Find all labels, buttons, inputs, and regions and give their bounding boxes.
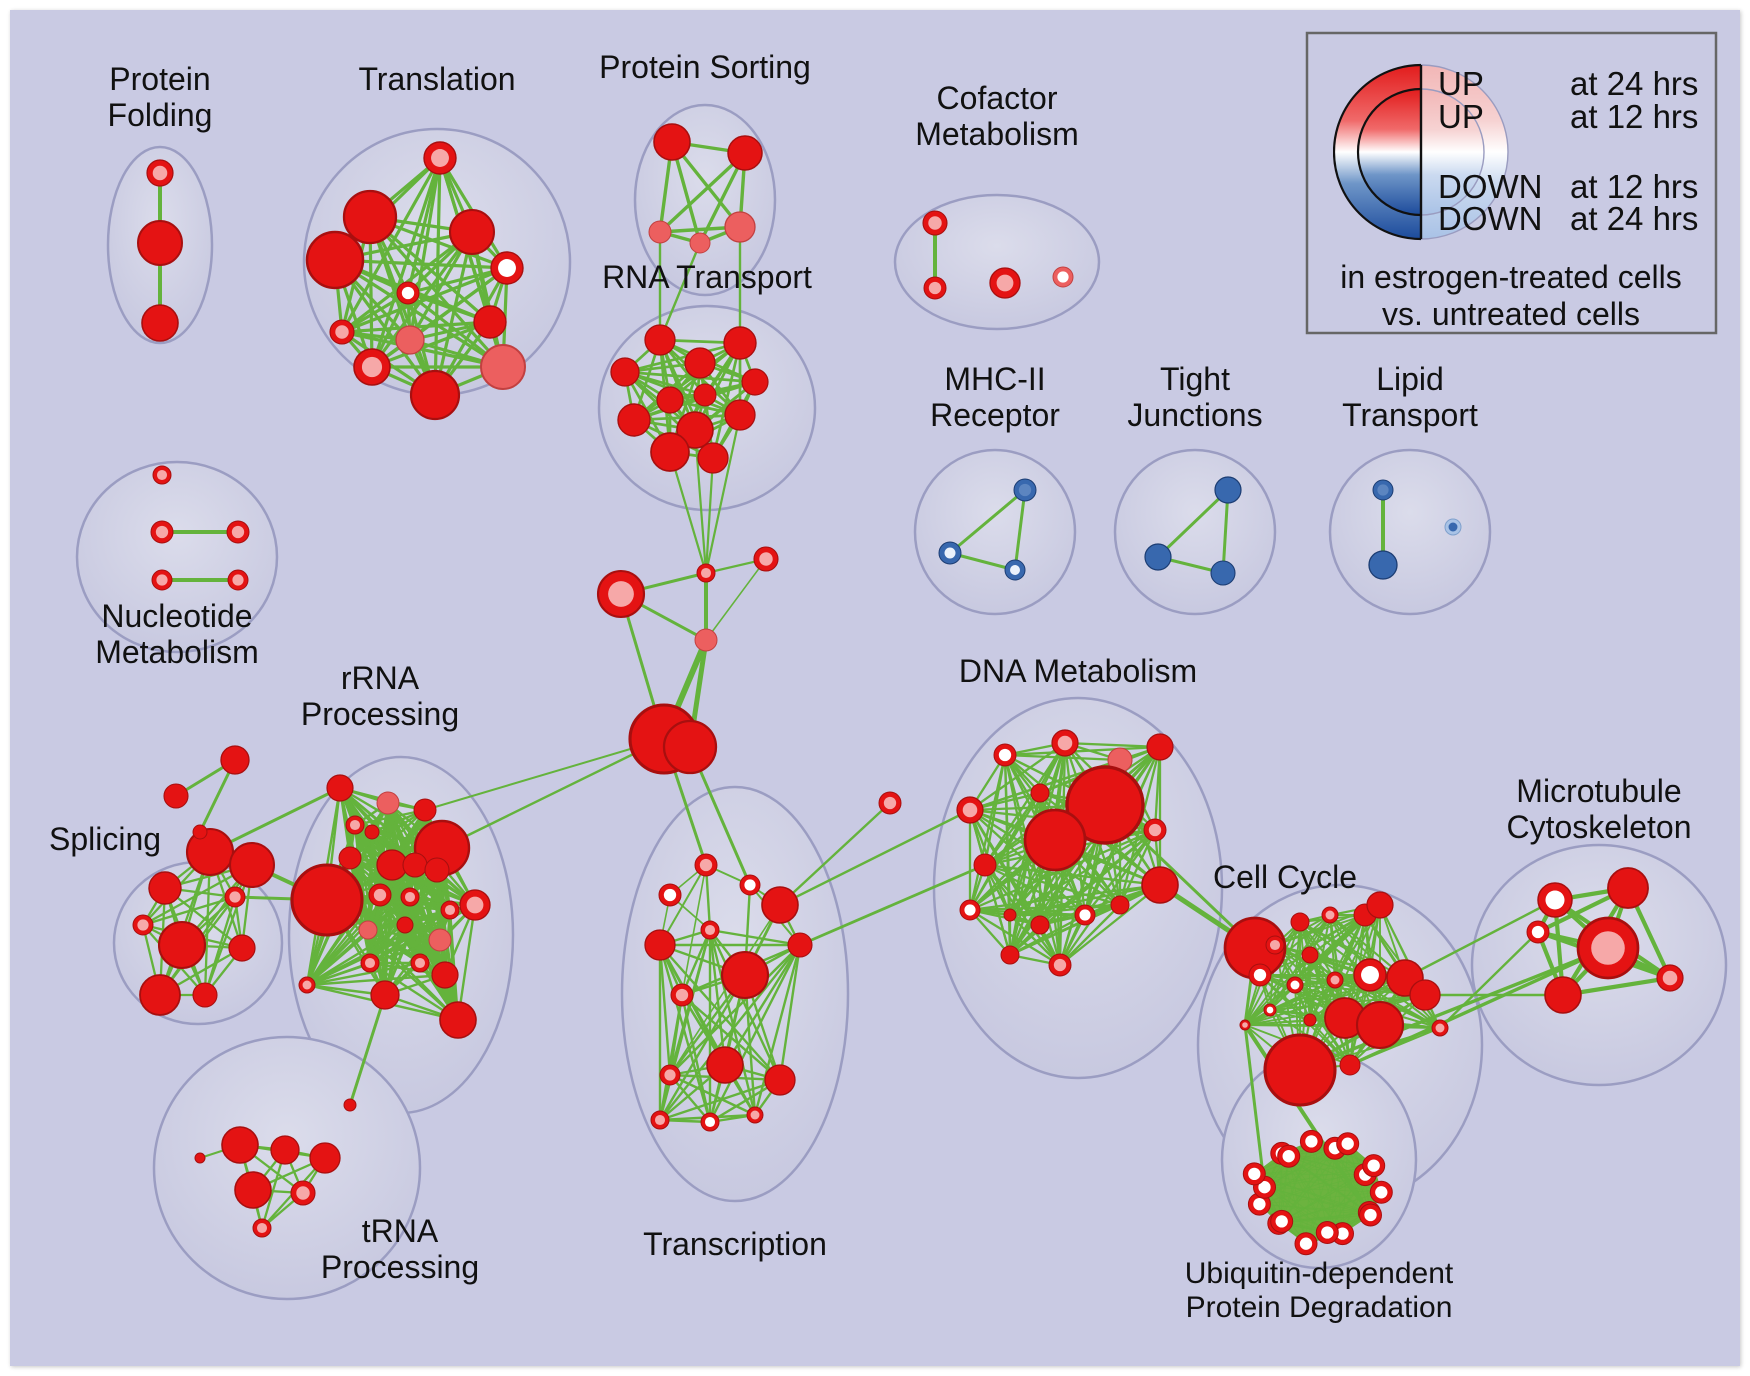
svg-text:Transcription: Transcription [643,1226,827,1262]
svg-text:UP: UP [1438,65,1484,102]
svg-text:Metabolism: Metabolism [95,634,259,670]
svg-text:DOWN: DOWN [1438,200,1542,237]
svg-text:Protein Sorting: Protein Sorting [599,49,811,85]
svg-text:Folding: Folding [108,97,213,133]
svg-text:Nucleotide: Nucleotide [101,598,252,634]
svg-text:Cofactor: Cofactor [937,80,1058,116]
svg-text:UP: UP [1438,98,1484,135]
svg-text:Cell Cycle: Cell Cycle [1213,859,1357,895]
svg-text:Translation: Translation [358,61,515,97]
svg-text:Junctions: Junctions [1127,397,1262,433]
svg-text:DNA Metabolism: DNA Metabolism [959,653,1197,689]
svg-text:at 24 hrs: at 24 hrs [1570,200,1698,237]
svg-text:Lipid: Lipid [1376,361,1444,397]
svg-text:Microtubule: Microtubule [1516,773,1681,809]
svg-text:MHC-II: MHC-II [944,361,1045,397]
svg-text:Processing: Processing [301,696,459,732]
svg-text:Splicing: Splicing [49,821,161,857]
svg-text:Cytoskeleton: Cytoskeleton [1507,809,1692,845]
svg-text:Ubiquitin-dependent: Ubiquitin-dependent [1185,1257,1454,1290]
svg-text:tRNA: tRNA [362,1213,439,1249]
svg-text:rRNA: rRNA [341,660,420,696]
svg-text:at 24 hrs: at 24 hrs [1570,65,1698,102]
svg-text:Metabolism: Metabolism [915,116,1079,152]
svg-text:at 12 hrs: at 12 hrs [1570,98,1698,135]
svg-text:Tight: Tight [1160,361,1230,397]
svg-text:in estrogen-treated cells: in estrogen-treated cells [1340,259,1682,295]
svg-text:RNA Transport: RNA Transport [602,259,812,295]
svg-text:vs. untreated cells: vs. untreated cells [1382,296,1640,332]
svg-text:Protein: Protein [109,61,210,97]
svg-text:Receptor: Receptor [930,397,1060,433]
svg-text:Processing: Processing [321,1249,479,1285]
svg-text:Protein Degradation: Protein Degradation [1186,1291,1453,1324]
svg-text:Transport: Transport [1342,397,1478,433]
